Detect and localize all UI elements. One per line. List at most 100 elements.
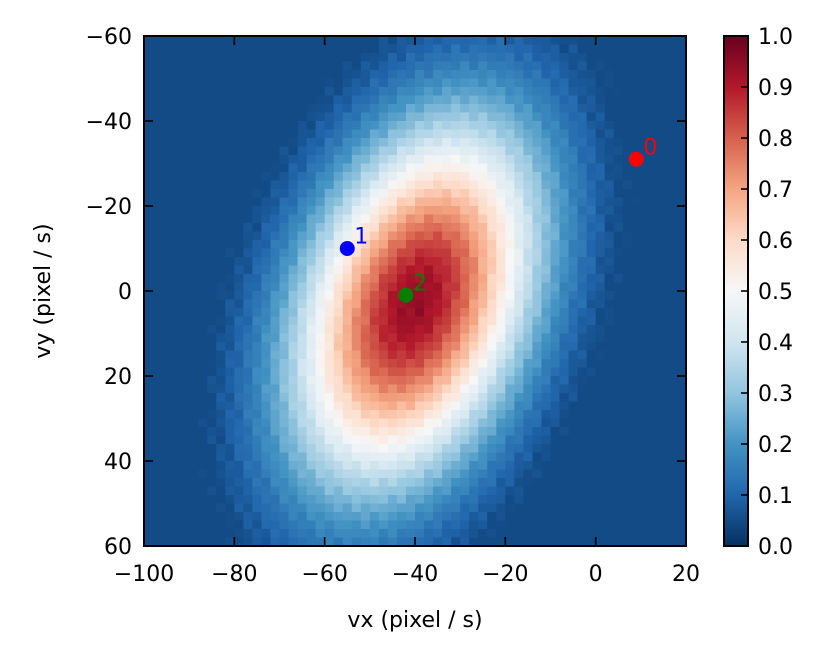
heatmap-cell [306, 333, 317, 343]
heatmap-cell [360, 265, 371, 275]
heatmap-cell [478, 180, 488, 190]
heatmap-cell [234, 78, 244, 88]
heatmap-cell [261, 78, 272, 88]
heatmap-cell [288, 520, 299, 530]
heatmap-cell [577, 172, 588, 182]
heatmap-cell [297, 274, 308, 284]
heatmap-cell [261, 452, 272, 462]
heatmap-cell [514, 112, 524, 122]
heatmap-cell [261, 104, 272, 114]
heatmap-cell [514, 452, 524, 462]
heatmap-cell [144, 206, 154, 216]
heatmap-cell [622, 529, 633, 539]
heatmap-cell [541, 138, 552, 148]
heatmap-cell [225, 129, 235, 139]
heatmap-cell [577, 138, 588, 148]
heatmap-cell [595, 401, 606, 411]
heatmap-cell [297, 70, 308, 80]
heatmap-cell [541, 325, 552, 335]
heatmap-cell [153, 333, 163, 343]
heatmap-cell [559, 350, 570, 360]
heatmap-cell [676, 214, 686, 224]
heatmap-cell [387, 308, 398, 318]
colorbar-tick-label: 0.3 [758, 382, 793, 407]
heatmap-cell [631, 418, 642, 428]
heatmap-cell [514, 121, 524, 131]
heatmap-cell [667, 265, 678, 275]
heatmap-cell [550, 282, 561, 292]
heatmap-cell [676, 376, 686, 386]
heatmap-cell [676, 529, 686, 539]
heatmap-cell [586, 461, 597, 471]
heatmap-cell [288, 70, 299, 80]
heatmap-cell [396, 376, 407, 386]
heatmap-cell [162, 138, 172, 148]
heatmap-cell [640, 61, 651, 71]
heatmap-cell [433, 282, 443, 292]
heatmap-cell [604, 231, 615, 241]
heatmap-cell [496, 452, 506, 462]
heatmap-cell [667, 520, 678, 530]
heatmap-cell [523, 452, 534, 462]
heatmap-cell [577, 189, 588, 199]
heatmap-cell [613, 478, 624, 488]
heatmap-cell [243, 138, 253, 148]
heatmap-cell [243, 444, 253, 454]
heatmap-cell [568, 461, 579, 471]
heatmap-cell [442, 180, 452, 190]
heatmap-cell [532, 112, 543, 122]
heatmap-cell [640, 240, 651, 250]
heatmap-cell [279, 478, 290, 488]
heatmap-cell [595, 469, 606, 479]
heatmap-cell [288, 384, 299, 394]
heatmap-cell [405, 503, 416, 513]
heatmap-cell [396, 36, 407, 46]
heatmap-cell [207, 529, 217, 539]
heatmap-cell [577, 197, 588, 207]
heatmap-cell [676, 478, 686, 488]
heatmap-cell [649, 367, 660, 377]
heatmap-cell [225, 503, 235, 513]
heatmap-cell [604, 172, 615, 182]
heatmap-cell [369, 214, 380, 224]
heatmap-cell [622, 104, 633, 114]
heatmap-cell [270, 299, 281, 309]
heatmap-cell [252, 121, 263, 131]
heatmap-cell [243, 376, 253, 386]
heatmap-cell [378, 61, 389, 71]
heatmap-cell [162, 486, 172, 496]
heatmap-cell [216, 495, 226, 505]
heatmap-cell [378, 104, 389, 114]
heatmap-cell [478, 146, 488, 156]
heatmap-cell [631, 461, 642, 471]
heatmap-cell [649, 36, 660, 46]
heatmap-cell [433, 367, 443, 377]
heatmap-cell [604, 78, 615, 88]
heatmap-cell [153, 257, 163, 267]
heatmap-cell [288, 155, 299, 165]
heatmap-cell [415, 180, 425, 190]
heatmap-cell [207, 138, 217, 148]
heatmap-cell [586, 265, 597, 275]
heatmap-cell [324, 248, 335, 258]
heatmap-cell [622, 197, 633, 207]
heatmap-cell [171, 248, 181, 258]
heatmap-cell [541, 206, 552, 216]
heatmap-cell [378, 282, 389, 292]
heatmap-cell [342, 520, 353, 530]
heatmap-cell [225, 529, 235, 539]
heatmap-cell [577, 359, 588, 369]
heatmap-cell [478, 172, 488, 182]
heatmap-cell [451, 367, 461, 377]
heatmap-cell [487, 325, 497, 335]
heatmap-cell [252, 435, 263, 445]
heatmap-cell [180, 163, 190, 173]
heatmap-cell [180, 61, 190, 71]
heatmap-cell [460, 333, 470, 343]
heatmap-cell [234, 359, 244, 369]
heatmap-cell [360, 342, 371, 352]
heatmap-cell [415, 104, 425, 114]
heatmap-cell [577, 95, 588, 105]
heatmap-cell [162, 104, 172, 114]
heatmap-cell [360, 44, 371, 54]
